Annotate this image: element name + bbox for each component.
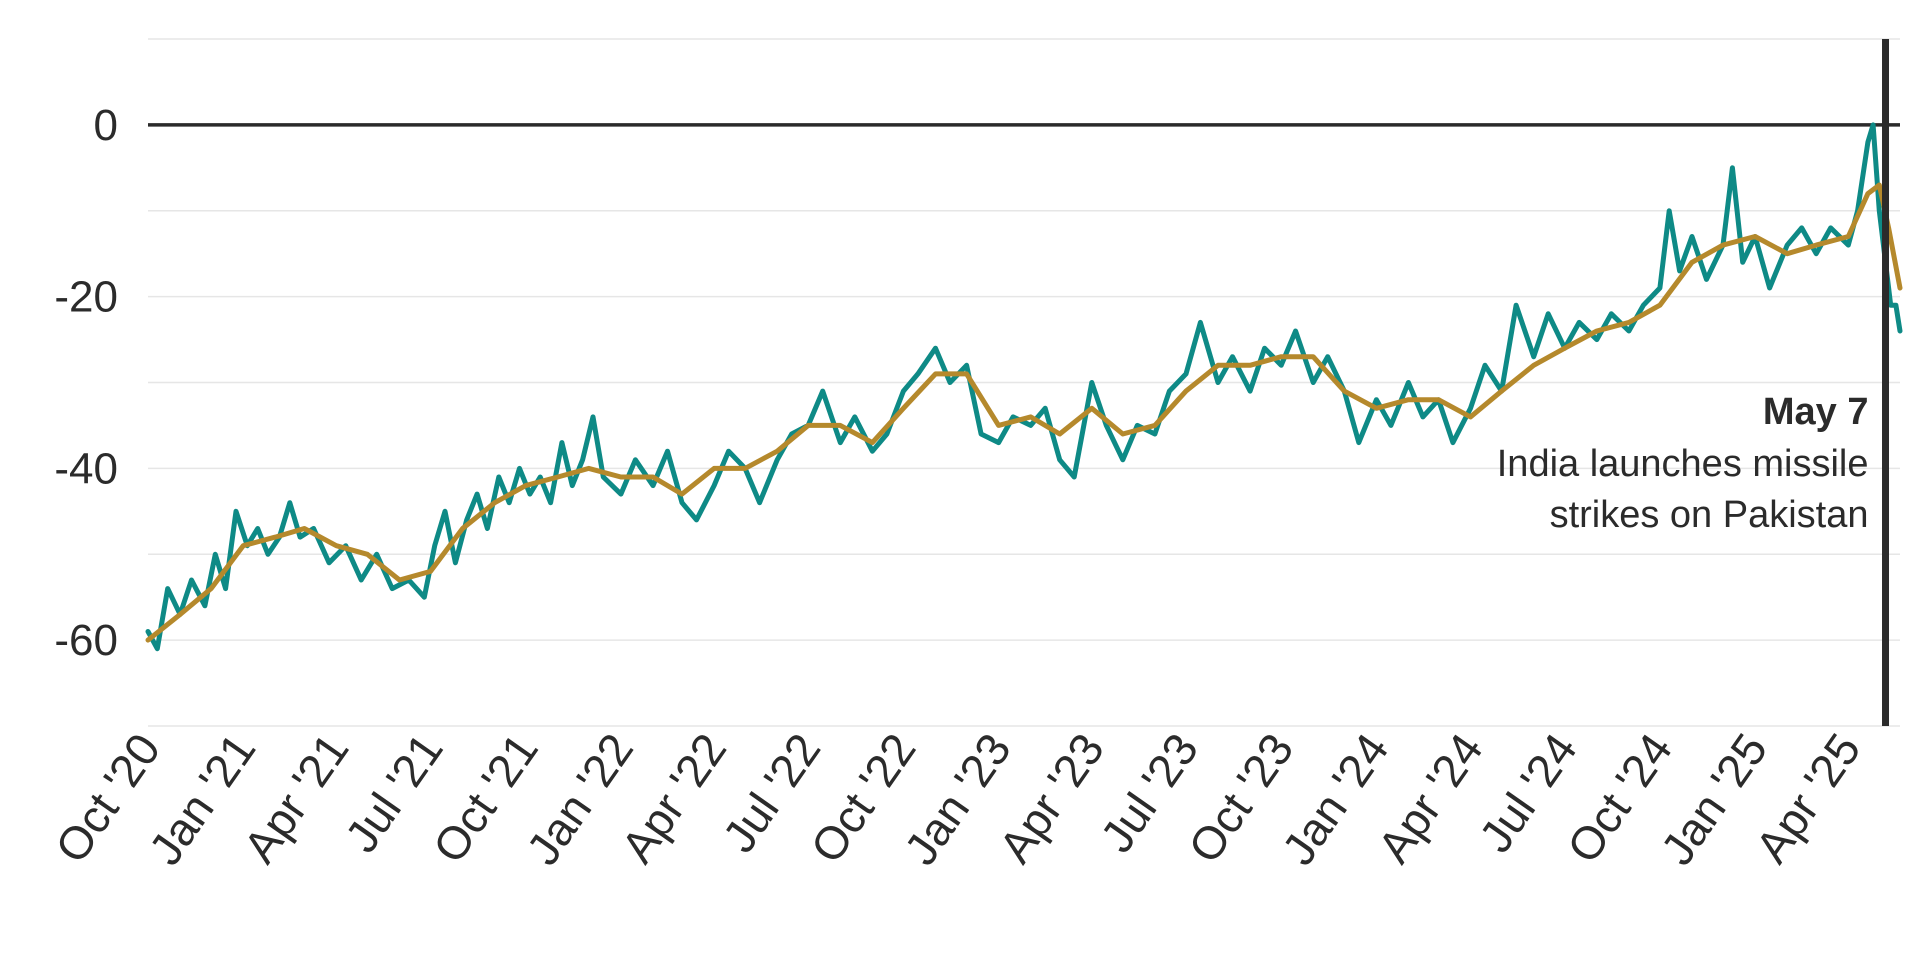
y-tick-label: -20 [54,273,118,322]
annotation-text-line: strikes on Pakistan [1550,494,1869,536]
series-line-2 [145,182,1903,643]
series-line-1 [145,122,1903,652]
y-tick-label: 0 [94,101,118,150]
series-lines [145,122,1903,652]
annotation-text-line: India launches missile [1497,443,1869,485]
event-annotation: May 7 India launches missile strikes on Pa… [1497,391,1869,536]
y-tick-label: -40 [54,444,118,493]
y-axis-ticks: 0 -20 -40 -60 [54,101,118,665]
y-tick-label: -60 [54,616,118,665]
grid-lines [148,38,1900,727]
annotation-title: May 7 [1763,391,1869,433]
